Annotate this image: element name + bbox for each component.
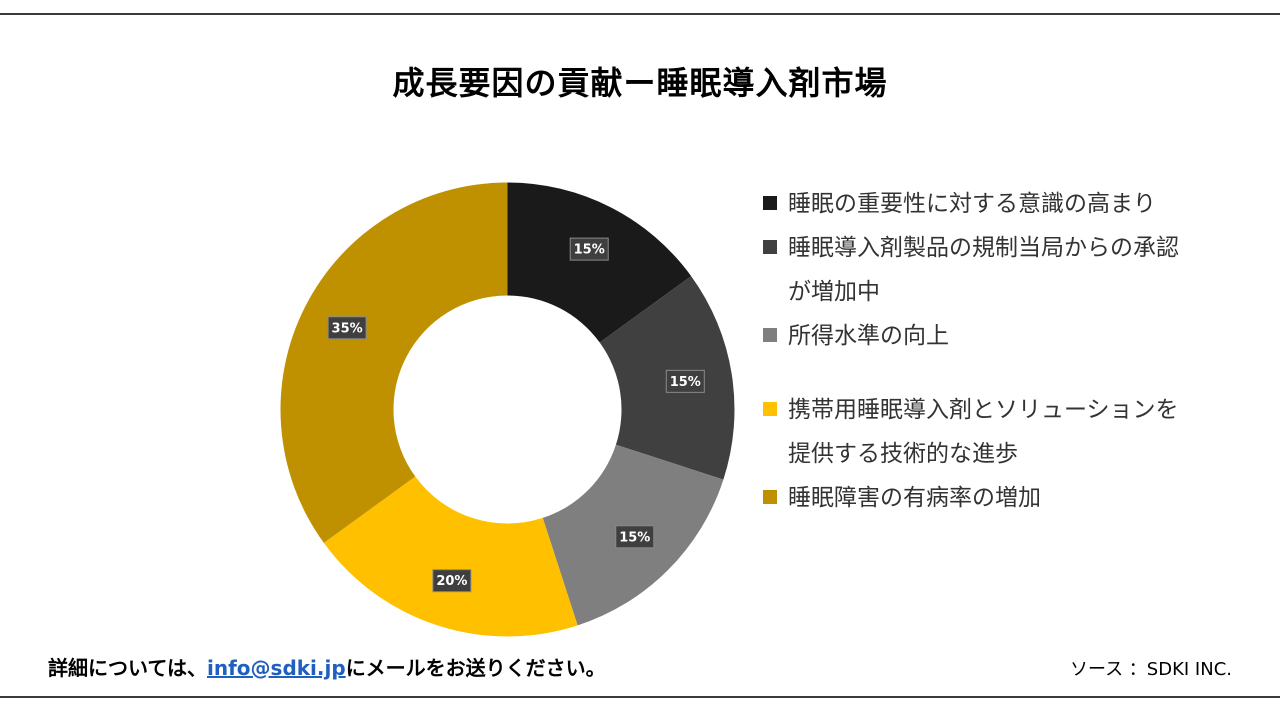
legend-label: 睡眠の重要性に対する意識の高まり [788,191,1156,217]
data-label-box [327,316,367,340]
data-label: 15% [569,237,609,261]
legend-label: 携帯用睡眠導入剤とソリューションを提供する技術的な進歩 [788,397,1179,467]
data-label: 15% [615,525,655,549]
data-label: 20% [432,569,472,593]
legend-item: 所得水準の向上 [760,314,1200,358]
donut-slice [280,182,508,543]
contact-note: 詳細については、info@sdki.jpにメールをお送りください。 [48,652,606,681]
chart-title: 成長要因の貢献ー睡眠導入剤市場 [392,64,888,102]
data-label: 15% [665,369,705,393]
data-label-text: 15% [574,243,605,258]
data-label-text: 35% [332,321,363,336]
donut-chart: 15% 15% 15% 20% 35% [280,182,735,637]
legend-item: 携帯用睡眠導入剤とソリューションを提供する技術的な進歩 [760,388,1200,476]
donut-slice [507,182,692,343]
data-label-box [665,369,705,393]
data-label-box [615,525,655,549]
data-label-text: 20% [436,574,467,589]
source-note: ソース ：SDKI INC. [1069,659,1232,680]
bottom-rule [0,696,1280,698]
data-label-box [432,569,472,593]
legend-label: 睡眠障害の有病率の増加 [788,485,1041,511]
legend-swatch [763,196,777,210]
legend-label: 睡眠導入剤製品の規制当局からの承認が増加中 [788,235,1179,305]
legend-item: 睡眠の重要性に対する意識の高まり [760,182,1200,226]
data-label-text: 15% [619,530,650,545]
legend-swatch [763,402,777,416]
legend-label: 所得水準の向上 [788,323,949,349]
data-label-text: 15% [670,375,701,390]
legend-swatch [763,328,777,342]
contact-prefix: 詳細については、 [48,656,207,680]
donut-slice [323,476,578,637]
legend: 睡眠の重要性に対する意識の高まり 睡眠導入剤製品の規制当局からの承認が増加中 所… [760,182,1200,520]
legend-swatch [763,490,777,504]
email-link[interactable]: info@sdki.jp [207,656,346,680]
data-label: 35% [327,316,367,340]
contact-suffix: にメールをお送りください。 [345,656,606,680]
legend-item: 睡眠障害の有病率の増加 [760,476,1200,520]
data-label-box [569,237,609,261]
top-rule [0,13,1280,15]
legend-item: 睡眠導入剤製品の規制当局からの承認が増加中 [760,226,1200,314]
legend-swatch [763,240,777,254]
